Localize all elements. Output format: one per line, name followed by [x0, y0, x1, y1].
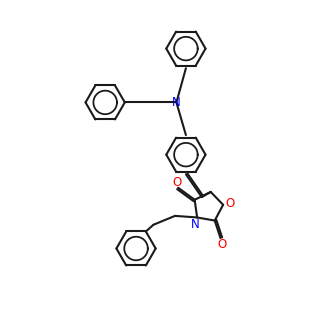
- Text: O: O: [225, 197, 235, 210]
- Text: O: O: [172, 175, 181, 189]
- Text: N: N: [191, 218, 200, 231]
- Text: N: N: [172, 96, 181, 109]
- Text: O: O: [218, 238, 227, 251]
